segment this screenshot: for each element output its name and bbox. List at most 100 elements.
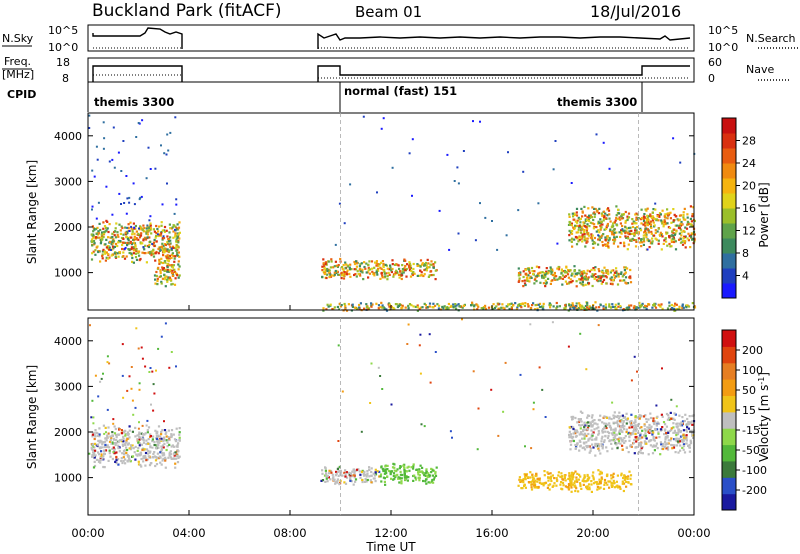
echo-point (682, 216, 685, 219)
echo-point (583, 230, 586, 234)
echo-point (588, 216, 591, 219)
echo-point (425, 471, 428, 474)
echo-point (534, 304, 537, 307)
echo-point (125, 451, 128, 454)
echo-point (112, 438, 116, 441)
echo-point (133, 226, 136, 229)
echo-point (677, 226, 681, 229)
echo-point (588, 219, 591, 223)
echo-point (532, 478, 535, 481)
echo-point (384, 469, 387, 472)
echo-point (424, 472, 427, 475)
echo-point (518, 479, 522, 482)
echo-point (390, 270, 393, 274)
echo-point (159, 261, 162, 264)
echo-point (612, 414, 615, 417)
echo-point (324, 469, 327, 472)
echo-point (542, 302, 545, 305)
echo-point (621, 275, 624, 278)
echo-point (137, 460, 140, 463)
echo-point (160, 232, 163, 235)
echo-point (358, 268, 361, 271)
echo-point (168, 278, 171, 281)
echo-point (692, 224, 695, 228)
echo-point (620, 231, 623, 234)
echo-point (142, 460, 145, 463)
echo-point (108, 256, 111, 259)
echo-point (592, 482, 596, 485)
echo-point (581, 411, 584, 414)
echo-point (531, 304, 534, 307)
echo-point (630, 304, 633, 307)
echo-point (132, 241, 136, 244)
echo-point (676, 440, 680, 443)
echo-point (636, 423, 639, 426)
echo-point (653, 449, 656, 452)
echo-point (117, 444, 120, 447)
echo-point (622, 482, 626, 485)
echo-point (590, 438, 593, 441)
echo-point (422, 479, 425, 483)
echo-point (148, 236, 151, 239)
echo-point (668, 235, 671, 238)
echo-point (615, 415, 619, 418)
echo-point (474, 239, 477, 242)
echo-point (687, 420, 690, 424)
echo-point (402, 464, 405, 467)
echo-point (176, 254, 180, 257)
echo-point (424, 304, 427, 307)
echo-point (137, 238, 140, 241)
echo-point (389, 470, 392, 474)
echo-point (579, 482, 582, 485)
echo-point (657, 239, 660, 242)
echo-point (125, 439, 128, 442)
echo-point (587, 432, 590, 436)
echo-point (561, 488, 564, 491)
echo-point (625, 227, 629, 230)
echo-point (168, 257, 171, 260)
echo-point (601, 269, 604, 272)
echo-point (176, 223, 179, 226)
echo-point (594, 207, 597, 211)
echo-point (343, 481, 346, 484)
echo-point (614, 435, 617, 438)
echo-point (676, 425, 679, 428)
echo-point (618, 432, 621, 435)
echo-point (581, 479, 584, 482)
echo-point (375, 262, 378, 265)
echo-point (335, 472, 338, 475)
echo-point (586, 306, 589, 309)
echo-point (520, 302, 523, 306)
echo-point (97, 395, 100, 398)
echo-point (598, 207, 601, 210)
echo-point (380, 272, 383, 275)
echo-point (602, 272, 605, 275)
echo-point (507, 303, 510, 306)
echo-point (627, 431, 631, 434)
echo-point (383, 272, 386, 275)
echo-point (429, 270, 432, 273)
echo-point (659, 453, 662, 456)
echo-point (142, 239, 145, 242)
echo-point (644, 429, 647, 432)
echo-point (115, 455, 118, 459)
echo-point (646, 248, 649, 251)
echo-point (172, 224, 175, 227)
echo-point (537, 477, 540, 480)
echo-point (161, 459, 164, 462)
echo-point (523, 304, 526, 307)
echo-point (642, 434, 646, 437)
echo-point (678, 238, 681, 241)
echo-point (586, 303, 589, 307)
echo-point (568, 436, 571, 439)
echo-point (155, 274, 158, 278)
echo-point (647, 453, 650, 456)
echo-point (336, 467, 339, 470)
echo-point (403, 267, 406, 270)
echo-point (617, 272, 620, 275)
echo-point (158, 441, 161, 444)
echo-point (484, 304, 487, 307)
echo-point (171, 444, 174, 447)
echo-point (673, 304, 676, 307)
